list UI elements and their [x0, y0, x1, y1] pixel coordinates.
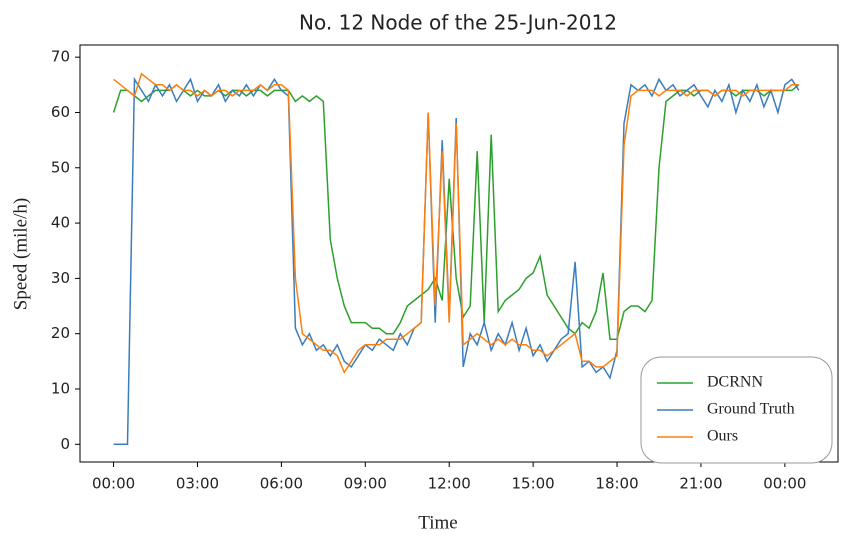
plot-frame — [79, 44, 839, 463]
y-tick-label: 20 — [51, 324, 70, 342]
x-tick-label: 18:00 — [595, 475, 638, 493]
x-axis-label: Time — [418, 512, 457, 533]
series-line — [112, 83, 800, 340]
x-tick-label: 00:00 — [763, 475, 806, 493]
chart-title: No. 12 Node of the 25-Jun-2012 — [299, 11, 617, 35]
x-tick-label: 06:00 — [260, 475, 303, 493]
y-tick-label: 10 — [51, 379, 70, 397]
x-tick-label: 21:00 — [679, 475, 722, 493]
x-tick-label: 00:00 — [92, 475, 135, 493]
y-tick-label: 40 — [51, 214, 70, 232]
y-tick-label: 30 — [51, 269, 70, 287]
y-tick-label: 70 — [51, 48, 70, 66]
legend-label: Ground Truth — [707, 401, 795, 418]
y-tick-label: 0 — [60, 435, 70, 453]
x-tick-label: 09:00 — [344, 475, 387, 493]
x-tick-label: 12:00 — [428, 475, 471, 493]
x-tick-label: 03:00 — [176, 475, 219, 493]
y-tick-label: 50 — [51, 158, 70, 176]
series-line — [113, 76, 800, 446]
x-tick-label: 15:00 — [512, 475, 555, 493]
legend-label: DCRNN — [707, 374, 763, 391]
series-line — [113, 72, 799, 375]
y-axis-label: Speed (mile/h) — [10, 198, 31, 310]
y-tick-label: 60 — [51, 103, 70, 121]
legend-label: Ours — [707, 428, 738, 445]
